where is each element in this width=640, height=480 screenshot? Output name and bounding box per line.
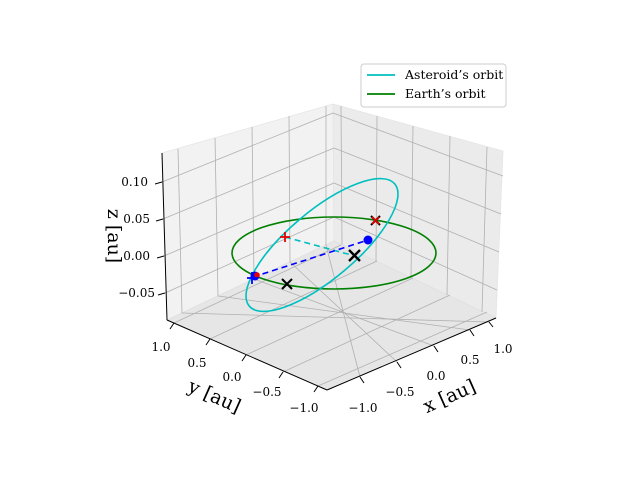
x-tick-label: 0.0	[426, 369, 445, 383]
asteroid-position-point	[254, 272, 260, 278]
y-tick-label: 0.0	[222, 370, 241, 384]
grid-lines	[161, 105, 504, 387]
asteroid-connector-line	[284, 236, 356, 257]
z-tick-label: 0.10	[121, 175, 148, 189]
tick-marks	[154, 181, 494, 393]
legend-earth-label: Earth’s orbit	[405, 86, 486, 101]
legend: Asteroid’s orbit Earth’s orbit	[360, 63, 507, 108]
z-tick-label: 0.05	[123, 212, 150, 226]
z-tick-label: 0.00	[123, 249, 150, 263]
legend-box	[360, 63, 507, 108]
blue-plus-marker	[247, 272, 258, 284]
x-tick-label: 1.0	[493, 342, 512, 356]
asteroid-orbit-line	[245, 177, 399, 313]
earth-orbit-line	[231, 216, 437, 290]
axis-lines	[161, 152, 497, 391]
x-tick-label: 0.5	[460, 353, 479, 367]
y-tick-label: −0.5	[252, 385, 281, 399]
earth-connector-line	[252, 239, 369, 278]
y-tick-label: 1.0	[151, 340, 170, 354]
earth-position-point	[363, 235, 373, 245]
x-tick-label: −1.0	[348, 401, 377, 415]
legend-asteroid-label: Asteroid’s orbit	[404, 67, 503, 82]
x-tick-label: −0.5	[385, 385, 414, 399]
black-x-marker	[281, 278, 293, 290]
z-axis-label: z [au]	[103, 209, 125, 263]
red-plus-marker	[280, 232, 290, 242]
z-tick-label: −0.05	[118, 286, 155, 300]
red-x-marker	[371, 216, 380, 225]
y-tick-label: 0.5	[187, 356, 206, 370]
y-tick-label: −1.0	[289, 401, 318, 415]
black-x-marker	[348, 249, 361, 262]
